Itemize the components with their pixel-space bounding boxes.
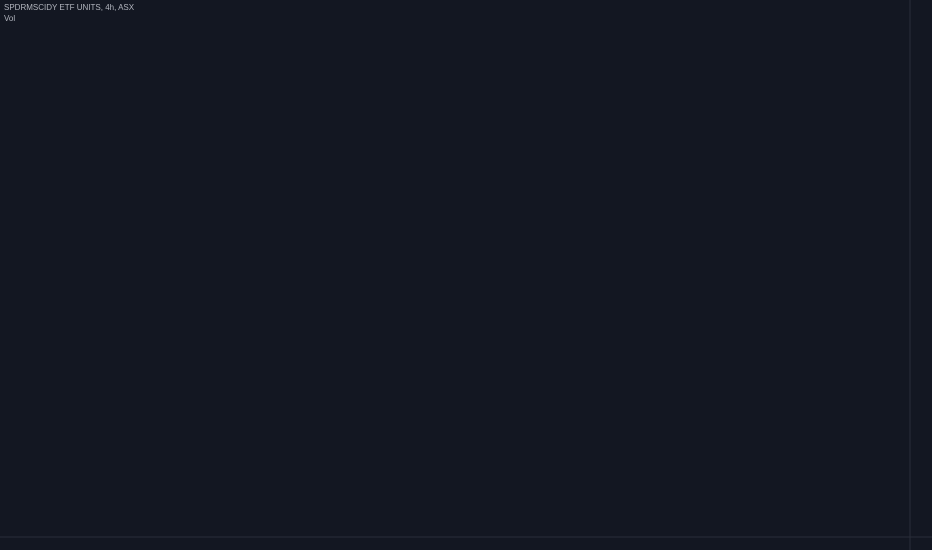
chart-title: SPDRMSCIDY ETF UNITS, 4h, ASX xyxy=(4,3,135,12)
volume-label: Vol xyxy=(4,14,15,23)
